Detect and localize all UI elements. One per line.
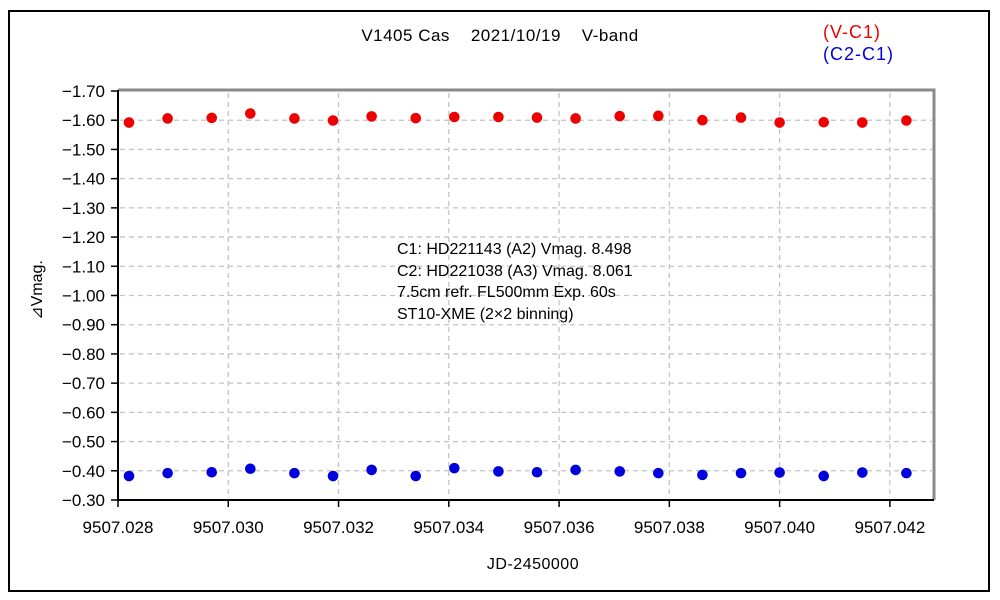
x-tick-label: 9507.034 [413, 518, 484, 537]
data-point-v-c1 [774, 117, 785, 128]
data-point-c2-c1 [245, 463, 256, 475]
y-tick-label: −0.40 [62, 462, 105, 481]
data-point-v-c1 [653, 110, 664, 122]
data-point-v-c1 [901, 115, 912, 126]
data-point-c2-c1 [697, 469, 708, 481]
data-point-c2-c1 [410, 470, 422, 482]
data-point-v-c1 [289, 113, 300, 124]
y-tick-label: −1.60 [62, 111, 105, 130]
data-point-v-c1 [735, 112, 747, 123]
x-tick-label: 9507.036 [524, 518, 595, 537]
data-point-c2-c1 [818, 470, 830, 482]
data-point-v-c1 [327, 115, 339, 126]
y-tick-label: −0.60 [62, 403, 105, 422]
data-point-v-c1 [818, 116, 830, 128]
data-point-v-c1 [366, 111, 377, 122]
data-point-c2-c1 [531, 466, 543, 478]
data-point-c2-c1 [614, 466, 626, 477]
data-point-c2-c1 [449, 462, 460, 474]
data-point-v-c1 [531, 112, 543, 123]
y-tick-label: −0.50 [62, 433, 105, 452]
legend: (V-C1) (C2-C1) [823, 21, 894, 65]
data-point-c2-c1 [493, 466, 504, 477]
data-point-v-c1 [245, 108, 256, 119]
x-tick-label: 9507.032 [303, 518, 374, 537]
chart-title: V1405 Cas 2021/10/19 V-band [361, 26, 639, 45]
x-tick-label: 9507.042 [854, 518, 925, 537]
plot-frame-top-right [118, 88, 936, 500]
data-point-c2-c1 [653, 467, 664, 479]
x-axis-title: JD-2450000 [486, 556, 580, 573]
data-point-c2-c1 [735, 467, 747, 479]
data-point-c2-c1 [289, 467, 300, 479]
y-tick-label: −1.50 [62, 140, 105, 159]
x-tick-label: 9507.038 [634, 518, 705, 537]
data-point-c2-c1 [901, 467, 912, 479]
y-tick-label: −1.20 [62, 228, 105, 247]
y-tick-label: −0.80 [62, 345, 105, 364]
data-point-c2-c1 [206, 466, 218, 478]
y-axis-title: ⊿Vmag. [29, 260, 46, 320]
legend-item-v-c1: (V-C1) [823, 22, 882, 42]
data-point-v-c1 [614, 110, 626, 122]
annotation-line: 7.5cm refr. FL500mm Exp. 60s [397, 284, 616, 301]
y-tick-label: −1.00 [62, 287, 105, 306]
x-tick-label: 9507.030 [193, 518, 264, 537]
y-tick-label: −0.30 [62, 491, 105, 510]
data-point-c2-c1 [162, 467, 173, 479]
data-point-v-c1 [697, 114, 708, 126]
data-point-c2-c1 [774, 467, 785, 478]
data-point-c2-c1 [123, 470, 135, 482]
y-tick-label: −0.90 [62, 316, 105, 335]
data-point-v-c1 [449, 111, 460, 123]
data-point-v-c1 [857, 117, 868, 128]
data-point-v-c1 [493, 111, 504, 123]
x-tick-label: 9507.028 [83, 518, 154, 537]
legend-item-c2-c1: (C2-C1) [823, 44, 895, 64]
annotation-line: ST10-XME (2×2 binning) [397, 305, 574, 323]
y-tick-label: −1.70 [62, 82, 105, 101]
data-point-c2-c1 [570, 464, 581, 476]
annotation-line: C1: HD221143 (A2) Vmag. 8.498 [397, 241, 632, 258]
y-tick-label: −1.40 [62, 170, 105, 189]
data-point-v-c1 [410, 112, 422, 124]
x-tick-label: 9507.040 [744, 518, 815, 537]
data-point-v-c1 [162, 113, 173, 124]
data-point-v-c1 [123, 117, 135, 128]
data-point-c2-c1 [857, 467, 868, 478]
annotation-block: C1: HD221143 (A2) Vmag. 8.498 C2: HD2210… [397, 239, 633, 325]
y-tick-label: −0.70 [62, 374, 105, 393]
data-point-c2-c1 [327, 470, 339, 482]
y-tick-label: −1.10 [62, 257, 105, 276]
data-point-v-c1 [206, 112, 218, 124]
data-point-v-c1 [570, 113, 581, 124]
annotation-line: C2: HD221038 (A3) Vmag. 8.061 [397, 262, 633, 280]
data-point-c2-c1 [366, 464, 377, 476]
y-tick-label: −1.30 [62, 199, 105, 218]
